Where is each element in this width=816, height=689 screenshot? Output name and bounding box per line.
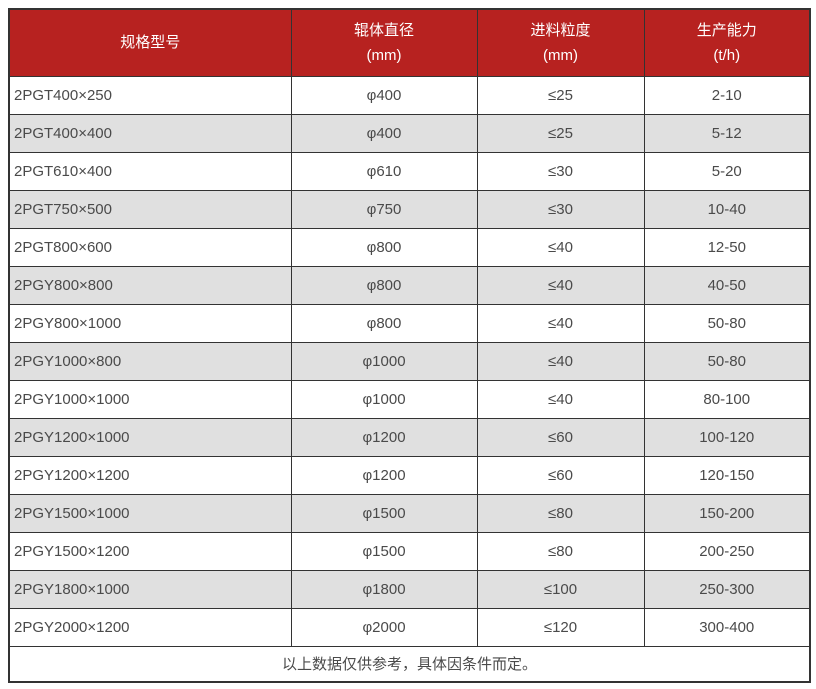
cell-feed-size: ≤30 [476, 189, 645, 229]
header-roller-diameter-label: 辊体直径 [353, 21, 414, 39]
cell-feed-size: ≤40 [476, 379, 645, 419]
cell-model: 2PGT400×400 [8, 113, 292, 153]
cell-capacity: 250-300 [643, 569, 811, 609]
cell-feed-size: ≤80 [476, 531, 645, 571]
cell-feed-size: ≤100 [476, 569, 645, 609]
cell-feed-size: ≤40 [476, 265, 645, 305]
cell-roller-diameter: φ800 [290, 265, 478, 305]
cell-roller-diameter: φ400 [290, 113, 478, 153]
cell-capacity: 5-20 [643, 151, 811, 191]
cell-capacity: 120-150 [643, 455, 811, 495]
cell-roller-diameter: φ800 [290, 303, 478, 343]
cell-feed-size: ≤40 [476, 227, 645, 267]
cell-roller-diameter: φ1000 [290, 341, 478, 381]
header-capacity-unit: (t/h) [713, 46, 741, 64]
header-roller-diameter-unit: (mm) [366, 46, 402, 64]
footer-row: 以上数据仅供参考，具体因条件而定。 [8, 645, 811, 683]
cell-roller-diameter: φ800 [290, 227, 478, 267]
cell-capacity: 80-100 [643, 379, 811, 419]
cell-model: 2PGT750×500 [8, 189, 292, 229]
cell-roller-diameter: φ1500 [290, 531, 478, 571]
cell-roller-diameter: φ1500 [290, 493, 478, 533]
cell-feed-size: ≤25 [476, 113, 645, 153]
cell-roller-diameter: φ1800 [290, 569, 478, 609]
header-feed-size-unit: (mm) [543, 46, 578, 64]
cell-capacity: 300-400 [643, 607, 811, 647]
spec-table-footer: 以上数据仅供参考，具体因条件而定。 [8, 645, 811, 683]
table-row: 2PGY1200×1200 φ1200 ≤60 120-150 [8, 455, 811, 495]
cell-capacity: 12-50 [643, 227, 811, 267]
cell-model: 2PGY1000×1000 [8, 379, 292, 419]
cell-roller-diameter: φ400 [290, 75, 478, 115]
table-row: 2PGT750×500 φ750 ≤30 10-40 [8, 189, 811, 229]
table-row: 2PGY1200×1000 φ1200 ≤60 100-120 [8, 417, 811, 457]
table-row: 2PGY1500×1200 φ1500 ≤80 200-250 [8, 531, 811, 571]
cell-model: 2PGY1800×1000 [8, 569, 292, 609]
cell-model: 2PGY800×1000 [8, 303, 292, 343]
cell-capacity: 100-120 [643, 417, 811, 457]
cell-feed-size: ≤40 [476, 303, 645, 343]
spec-table-header: 规格型号 辊体直径 (mm) 进料粒度 (mm) 生产能力 (t/h) [8, 8, 811, 77]
cell-model: 2PGY1500×1000 [8, 493, 292, 533]
cell-roller-diameter: φ2000 [290, 607, 478, 647]
table-row: 2PGY1000×800 φ1000 ≤40 50-80 [8, 341, 811, 381]
cell-roller-diameter: φ1200 [290, 455, 478, 495]
cell-model: 2PGT400×250 [8, 75, 292, 115]
table-row: 2PGY1000×1000 φ1000 ≤40 80-100 [8, 379, 811, 419]
header-model-label: 规格型号 [120, 34, 181, 52]
cell-roller-diameter: φ750 [290, 189, 478, 229]
header-row: 规格型号 辊体直径 (mm) 进料粒度 (mm) 生产能力 (t/h) [8, 8, 811, 77]
cell-roller-diameter: φ1000 [290, 379, 478, 419]
header-feed-size-label: 进料粒度 [530, 21, 591, 39]
cell-capacity: 10-40 [643, 189, 811, 229]
cell-model: 2PGY1200×1200 [8, 455, 292, 495]
table-row: 2PGT400×250 φ400 ≤25 2-10 [8, 75, 811, 115]
cell-feed-size: ≤30 [476, 151, 645, 191]
cell-capacity: 2-10 [643, 75, 811, 115]
table-row: 2PGY800×800 φ800 ≤40 40-50 [8, 265, 811, 305]
footer-note: 以上数据仅供参考，具体因条件而定。 [8, 645, 811, 683]
header-cell-model: 规格型号 [8, 8, 292, 77]
cell-model: 2PGY1000×800 [8, 341, 292, 381]
spec-table-body: 2PGT400×250 φ400 ≤25 2-10 2PGT400×400 φ400 ≤25… [8, 75, 811, 647]
cell-feed-size: ≤25 [476, 75, 645, 115]
table-row: 2PGY1500×1000 φ1500 ≤80 150-200 [8, 493, 811, 533]
header-cell-feed-size: 进料粒度 (mm) [476, 8, 645, 77]
cell-roller-diameter: φ1200 [290, 417, 478, 457]
cell-model: 2PGT800×600 [8, 227, 292, 267]
cell-capacity: 200-250 [643, 531, 811, 571]
table-row: 2PGY800×1000 φ800 ≤40 50-80 [8, 303, 811, 343]
header-cell-capacity: 生产能力 (t/h) [643, 8, 811, 77]
cell-feed-size: ≤60 [476, 417, 645, 457]
table-row: 2PGT400×400 φ400 ≤25 5-12 [8, 113, 811, 153]
spec-table: 规格型号 辊体直径 (mm) 进料粒度 (mm) 生产能力 (t/h) 2PGT… [8, 8, 811, 683]
cell-capacity: 50-80 [643, 341, 811, 381]
cell-feed-size: ≤40 [476, 341, 645, 381]
cell-model: 2PGY800×800 [8, 265, 292, 305]
cell-capacity: 40-50 [643, 265, 811, 305]
header-capacity-label: 生产能力 [696, 21, 757, 39]
cell-roller-diameter: φ610 [290, 151, 478, 191]
cell-model: 2PGY2000×1200 [8, 607, 292, 647]
table-row: 2PGT610×400 φ610 ≤30 5-20 [8, 151, 811, 191]
cell-feed-size: ≤60 [476, 455, 645, 495]
header-cell-roller-diameter: 辊体直径 (mm) [290, 8, 478, 77]
table-row: 2PGY1800×1000 φ1800 ≤100 250-300 [8, 569, 811, 609]
cell-capacity: 50-80 [643, 303, 811, 343]
cell-feed-size: ≤80 [476, 493, 645, 533]
cell-capacity: 5-12 [643, 113, 811, 153]
table-row: 2PGT800×600 φ800 ≤40 12-50 [8, 227, 811, 267]
cell-model: 2PGY1500×1200 [8, 531, 292, 571]
cell-model: 2PGT610×400 [8, 151, 292, 191]
cell-model: 2PGY1200×1000 [8, 417, 292, 457]
table-row: 2PGY2000×1200 φ2000 ≤120 300-400 [8, 607, 811, 647]
cell-capacity: 150-200 [643, 493, 811, 533]
cell-feed-size: ≤120 [476, 607, 645, 647]
